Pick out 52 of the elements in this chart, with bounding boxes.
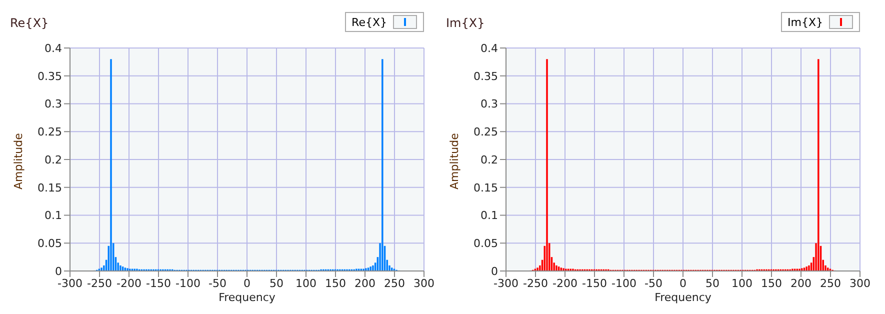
y-tick-label: 0.35	[38, 70, 62, 83]
x-tick-label: -250	[87, 276, 112, 290]
y-tick-label: 0	[55, 264, 62, 278]
x-tick-label: 50	[270, 276, 284, 290]
x-tick-label: 150	[761, 276, 782, 290]
x-tick-label: -250	[523, 276, 548, 290]
y-tick-label: 0.25	[474, 126, 498, 139]
x-tick-label: -100	[612, 276, 636, 290]
x-tick-label: 0	[680, 276, 686, 290]
y-tick-label: 0.1	[480, 209, 498, 222]
chart-title: Re{X}	[10, 16, 49, 30]
x-tick-label: -50	[208, 276, 226, 290]
x-tick-label: 250	[820, 276, 841, 290]
x-tick-label: 250	[384, 276, 405, 290]
y-tick-label: 0.15	[38, 181, 62, 194]
x-tick-label: -150	[582, 276, 607, 290]
x-tick-label: -100	[176, 276, 200, 290]
y-axis-title: Amplitude	[12, 132, 25, 190]
legend-label: Im{X}	[788, 16, 823, 28]
y-tick-label: 0.4	[480, 42, 498, 55]
x-tick-label: 50	[706, 276, 720, 290]
x-tick-label: -300	[494, 276, 518, 290]
y-tick-label: 0.05	[474, 237, 498, 250]
y-axis-title: Amplitude	[448, 132, 461, 190]
x-tick-label: 300	[414, 276, 434, 290]
y-tick-label: 0.3	[44, 98, 62, 111]
x-axis-title: Frequency	[218, 291, 276, 304]
y-tick-label: 0.2	[480, 153, 498, 166]
y-tick-label: 0	[491, 264, 498, 278]
x-tick-label: -50	[644, 276, 662, 290]
y-tick-label: 0.35	[474, 70, 498, 83]
y-tick-label: 0.1	[44, 209, 62, 222]
x-tick-label: -150	[146, 276, 171, 290]
legend-label: Re{X}	[352, 16, 387, 28]
x-tick-label: 100	[296, 276, 316, 290]
x-tick-label: -200	[116, 276, 142, 290]
y-tick-label: 0.3	[480, 98, 498, 111]
x-tick-label: -200	[552, 276, 578, 290]
chart-title: Im{X}	[446, 16, 485, 30]
x-axis-title: Frequency	[654, 291, 712, 304]
y-tick-label: 0.15	[474, 181, 498, 194]
y-tick-label: 0.2	[44, 153, 62, 166]
x-tick-label: 200	[790, 276, 812, 290]
y-tick-label: 0.25	[38, 126, 62, 139]
x-tick-label: 200	[354, 276, 376, 290]
x-tick-label: 150	[325, 276, 346, 290]
x-tick-label: 0	[244, 276, 250, 290]
x-tick-label: 100	[732, 276, 752, 290]
x-tick-label: 300	[850, 276, 870, 290]
x-tick-label: -300	[58, 276, 82, 290]
y-tick-label: 0.05	[38, 237, 62, 250]
y-tick-label: 0.4	[44, 42, 62, 55]
